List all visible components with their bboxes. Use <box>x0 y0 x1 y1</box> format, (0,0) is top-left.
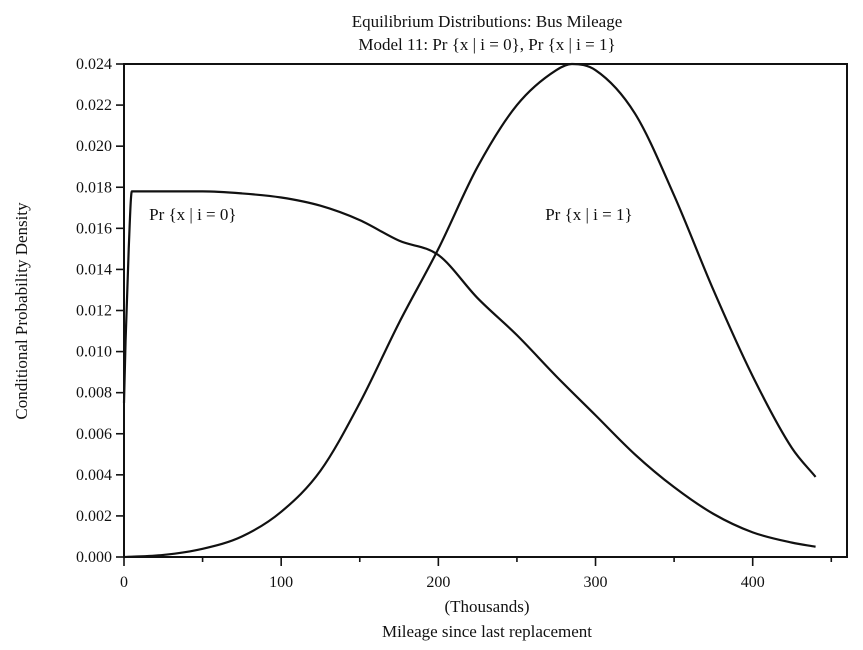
y-tick-label: 0.016 <box>76 220 112 237</box>
plot-area <box>122 62 817 559</box>
chart-title-line1: Equilibrium Distributions: Bus Mileage <box>352 12 623 31</box>
chart-title-line2: Model 11: Pr {x | i = 0}, Pr {x | i = 1} <box>358 35 615 54</box>
annotations: Pr {x | i = 0} Pr {x | i = 1} <box>149 205 632 224</box>
x-tick-label: 100 <box>269 574 293 591</box>
y-tick-label: 0.024 <box>76 56 112 73</box>
x-axis-units-label: (Thousands) <box>445 597 530 616</box>
x-tick-label: 300 <box>584 574 608 591</box>
y-axis: 0.000 0.002 0.004 0.006 0.008 0.010 0.012 0.014… <box>76 56 124 566</box>
x-axis-label: Mileage since last replacement <box>382 622 592 641</box>
y-tick-label: 0.000 <box>76 549 112 566</box>
y-tick-label: 0.018 <box>76 179 112 196</box>
y-tick-label: 0.020 <box>76 138 112 155</box>
y-tick-label: 0.008 <box>76 385 112 402</box>
series-line-2 <box>123 62 817 559</box>
y-axis-label: Conditional Probability Density <box>12 202 31 420</box>
series-label-1: Pr {x | i = 0} <box>149 205 236 224</box>
series-label-2: Pr {x | i = 1} <box>545 205 632 224</box>
y-tick-label: 0.022 <box>76 97 112 114</box>
y-tick-label: 0.014 <box>76 261 112 278</box>
x-tick-label: 400 <box>741 574 765 591</box>
y-tick-label: 0.010 <box>76 344 112 361</box>
plot-frame <box>123 63 848 558</box>
y-tick-label: 0.002 <box>76 508 112 525</box>
y-tick-label: 0.012 <box>76 303 112 320</box>
y-tick-label: 0.004 <box>76 467 112 484</box>
x-axis: 0 100 200 300 400 <box>120 557 833 591</box>
series-line-1 <box>122 190 816 548</box>
x-tick-label: 0 <box>120 574 128 591</box>
y-tick-label: 0.006 <box>76 426 112 443</box>
x-tick-label: 200 <box>426 574 450 591</box>
